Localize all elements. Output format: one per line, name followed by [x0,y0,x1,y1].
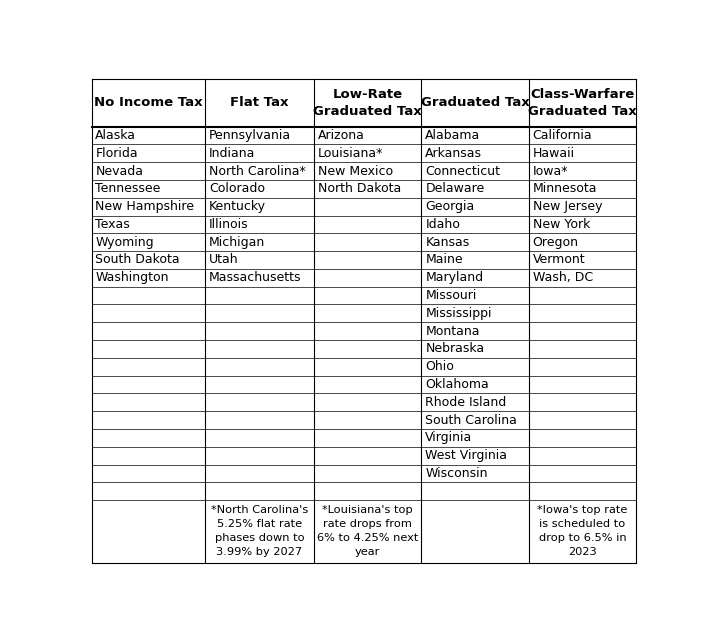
Text: Alabama: Alabama [425,129,481,142]
Text: Wash, DC: Wash, DC [532,271,593,284]
Text: Connecticut: Connecticut [425,164,501,178]
Text: Maryland: Maryland [425,271,484,284]
Text: Maine: Maine [425,253,463,267]
Text: Hawaii: Hawaii [532,147,575,160]
Text: West Virginia: West Virginia [425,449,507,462]
Text: Pennsylvania: Pennsylvania [209,129,291,142]
Text: *Iowa's top rate
is scheduled to
drop to 6.5% in
2023: *Iowa's top rate is scheduled to drop to… [537,505,628,558]
Text: Massachusetts: Massachusetts [209,271,302,284]
Text: Ohio: Ohio [425,360,454,373]
Text: Wyoming: Wyoming [95,236,154,249]
Text: Low-Rate
Graduated Tax: Low-Rate Graduated Tax [313,88,422,117]
Text: Wisconsin: Wisconsin [425,467,488,480]
Text: No Income Tax: No Income Tax [94,96,202,109]
Text: Texas: Texas [95,218,130,231]
Text: Vermont: Vermont [532,253,585,267]
Text: Florida: Florida [95,147,138,160]
Text: *North Carolina's
5.25% flat rate
phases down to
3.99% by 2027: *North Carolina's 5.25% flat rate phases… [211,505,308,558]
Text: Class-Warfare
Graduated Tax: Class-Warfare Graduated Tax [528,88,637,117]
Text: Georgia: Georgia [425,200,474,213]
Text: South Dakota: South Dakota [95,253,180,267]
Text: Kentucky: Kentucky [209,200,266,213]
Text: Louisiana*: Louisiana* [318,147,383,160]
Text: New Mexico: New Mexico [318,164,393,178]
Text: Nevada: Nevada [95,164,143,178]
Text: Mississippi: Mississippi [425,307,492,320]
Text: New Jersey: New Jersey [532,200,602,213]
Text: California: California [532,129,592,142]
Text: North Dakota: North Dakota [318,182,401,196]
Text: New York: New York [532,218,590,231]
Text: North Carolina*: North Carolina* [209,164,306,178]
Text: Tennessee: Tennessee [95,182,160,196]
Text: Flat Tax: Flat Tax [230,96,289,109]
Text: Rhode Island: Rhode Island [425,396,506,409]
Text: Kansas: Kansas [425,236,469,249]
Text: Iowa*: Iowa* [532,164,568,178]
Text: Colorado: Colorado [209,182,265,196]
Text: Arkansas: Arkansas [425,147,482,160]
Text: Utah: Utah [209,253,239,267]
Text: Virginia: Virginia [425,431,473,444]
Text: Indiana: Indiana [209,147,256,160]
Text: Arizona: Arizona [318,129,365,142]
Text: Minnesota: Minnesota [532,182,597,196]
Text: South Carolina: South Carolina [425,413,517,427]
Text: Oregon: Oregon [532,236,579,249]
Text: *Louisiana's top
rate drops from
6% to 4.25% next
year: *Louisiana's top rate drops from 6% to 4… [317,505,418,558]
Text: Delaware: Delaware [425,182,484,196]
Text: Alaska: Alaska [95,129,136,142]
Text: Graduated Tax: Graduated Tax [421,96,530,109]
Text: Idaho: Idaho [425,218,460,231]
Text: New Hampshire: New Hampshire [95,200,195,213]
Text: Missouri: Missouri [425,289,476,302]
Text: Oklahoma: Oklahoma [425,378,489,391]
Text: Nebraska: Nebraska [425,342,484,356]
Text: Michigan: Michigan [209,236,265,249]
Text: Illinois: Illinois [209,218,248,231]
Text: Washington: Washington [95,271,169,284]
Text: Montana: Montana [425,324,480,338]
